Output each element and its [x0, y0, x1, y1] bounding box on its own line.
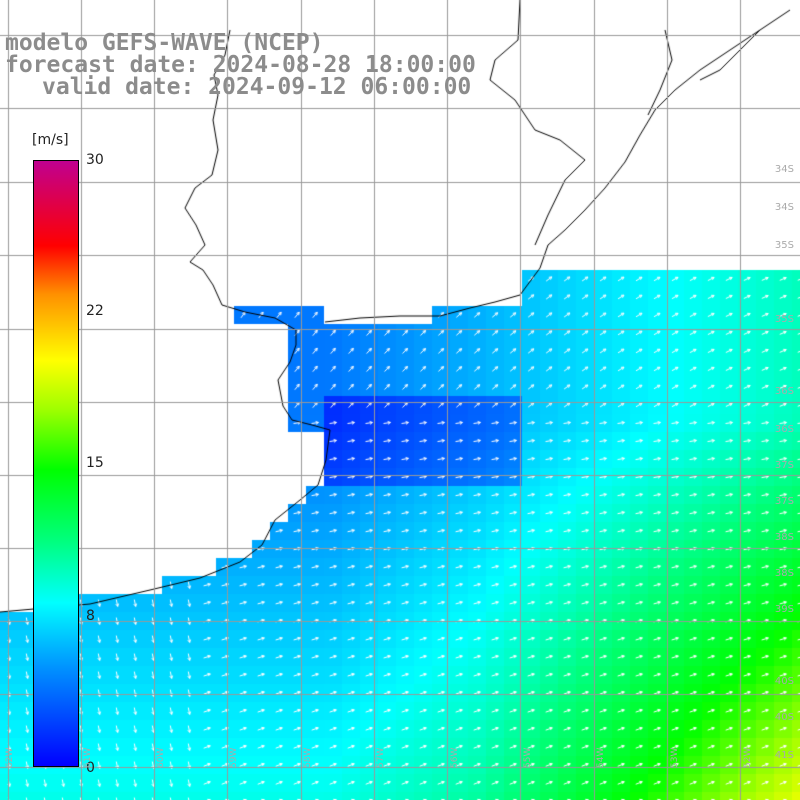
lon-label: 60W: [156, 747, 166, 768]
lat-label: 34S: [774, 164, 794, 175]
colorbar: [33, 160, 79, 767]
lat-label: 38S: [774, 568, 794, 579]
lat-label: 35S: [774, 240, 794, 251]
lon-label: 52W: [743, 747, 753, 768]
lon-label: 57W: [376, 747, 386, 768]
colorbar-tick-8: 8: [86, 608, 95, 624]
lat-label: 35S: [774, 314, 794, 325]
lon-label: 54W: [596, 747, 606, 768]
lat-label: 37S: [774, 460, 794, 471]
lat-label: 40S: [774, 712, 794, 723]
lat-label: 34S: [774, 202, 794, 213]
lat-label: 36S: [774, 424, 794, 435]
colorbar-tick-0: 0: [86, 760, 95, 776]
lat-label: 38S: [774, 532, 794, 543]
colorbar-units: [m/s]: [32, 132, 69, 148]
lon-label: 61W: [83, 747, 93, 768]
lon-label: 56W: [450, 747, 460, 768]
lat-label: 37S: [774, 496, 794, 507]
colorbar-tick-15: 15: [86, 455, 104, 471]
lon-label: 62W: [5, 747, 15, 768]
lon-label: 59W: [229, 747, 239, 768]
lon-label: 55W: [523, 747, 533, 768]
forecast-date: forecast date: 2024-08-28 18:00:00: [5, 52, 476, 78]
lat-label: 39S: [774, 604, 794, 615]
valid-date: valid date: 2024-09-12 06:00:00: [42, 74, 472, 100]
lon-label: 58W: [303, 747, 313, 768]
colorbar-tick-22: 22: [86, 303, 104, 319]
lat-label: 40S: [774, 676, 794, 687]
lat-label: 36S: [774, 386, 794, 397]
lon-label: 53W: [670, 747, 680, 768]
colorbar-tick-30: 30: [86, 152, 104, 168]
model-title: modelo GEFS-WAVE (NCEP): [5, 30, 324, 56]
lat-label: 41S: [774, 750, 794, 761]
